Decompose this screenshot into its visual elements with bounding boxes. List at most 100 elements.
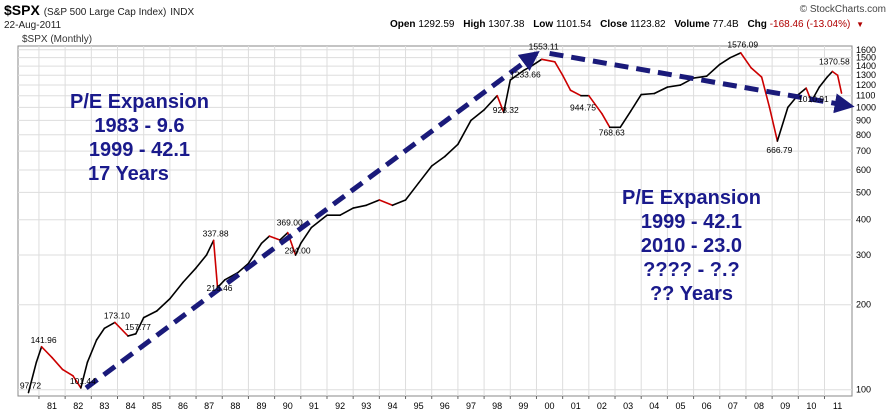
y-tick-label: 1600	[856, 45, 876, 55]
value-annotation: 768.63	[599, 128, 625, 138]
value-annotation: 216.46	[207, 283, 233, 293]
price-segment	[666, 84, 682, 88]
x-tick-label: 94	[387, 401, 397, 411]
chg-label: Chg	[747, 19, 767, 30]
ohlc-readout: Open 1292.59 High 1307.38 Low 1101.54 Cl…	[384, 19, 864, 30]
close-value: 1123.82	[630, 19, 666, 30]
price-segment	[268, 235, 281, 241]
price-segment	[818, 76, 828, 88]
price-segment	[417, 165, 433, 184]
value-annotation: 141.96	[31, 335, 57, 345]
annotation-line: P/E Expansion	[70, 91, 209, 113]
x-tick-label: 09	[780, 401, 790, 411]
x-tick-label: 98	[492, 401, 502, 411]
trend-arrow	[84, 51, 540, 390]
price-segment	[80, 361, 89, 389]
x-tick-label: 06	[702, 401, 712, 411]
series-label: $SPX (Monthly)	[22, 34, 93, 45]
y-tick-label: 500	[856, 187, 871, 197]
value-annotation: 1233.66	[510, 70, 541, 80]
x-tick-label: 08	[754, 401, 764, 411]
price-segment	[72, 375, 82, 389]
low-label: Low	[533, 19, 554, 30]
price-segment	[640, 92, 656, 96]
price-segment	[836, 74, 843, 94]
price-segment	[561, 74, 572, 92]
value-annotation: 1370.58	[819, 57, 850, 67]
price-segment	[619, 110, 632, 129]
price-segment	[378, 199, 394, 207]
price-segment	[95, 327, 106, 341]
price-segment	[182, 267, 197, 284]
price-segment	[540, 58, 556, 63]
price-segment	[457, 119, 472, 146]
x-tick-label: 01	[571, 401, 581, 411]
price-segment	[430, 155, 446, 167]
price-segment	[739, 52, 752, 69]
x-tick-label: 99	[518, 401, 528, 411]
brand-label: © StockCharts.com	[799, 4, 886, 15]
y-tick-label: 1500	[856, 53, 876, 63]
symbol: $SPX	[4, 2, 40, 18]
down-triangle-icon: ▼	[856, 20, 864, 29]
chart-title: $SPX (S&P 500 Large Cap Index) INDX	[4, 2, 194, 18]
x-tick-label: 81	[47, 401, 57, 411]
value-annotation: 294.00	[285, 245, 311, 255]
price-segment	[365, 199, 381, 207]
volume-value: 77.4B	[712, 19, 739, 30]
index-name: (S&P 500 Large Cap Index)	[43, 7, 167, 18]
x-tick-label: 83	[99, 401, 109, 411]
price-segment	[294, 242, 302, 256]
price-segment	[260, 235, 271, 245]
volume-label: Volume	[674, 19, 710, 30]
value-annotation: 337.88	[203, 228, 229, 238]
y-tick-label: 600	[856, 165, 871, 175]
x-tick-label: 88	[230, 401, 240, 411]
value-annotation: 369.00	[277, 218, 303, 228]
x-tick-label: 84	[126, 401, 136, 411]
value-annotation: 157.77	[125, 322, 151, 332]
price-segment	[391, 199, 407, 207]
y-tick-label: 1000	[856, 102, 876, 112]
price-segment	[569, 89, 582, 97]
value-annotation: 97.72	[20, 381, 42, 391]
value-annotation: 666.79	[766, 145, 792, 155]
y-tick-label: 1100	[856, 91, 875, 101]
price-segment	[760, 76, 771, 109]
price-segment	[601, 112, 611, 129]
price-segment	[352, 204, 368, 209]
y-tick-label: 800	[856, 130, 871, 140]
price-segment	[51, 356, 64, 371]
x-tick-label: 92	[335, 401, 345, 411]
price-segment	[470, 109, 485, 122]
price-segment	[768, 106, 779, 142]
high-label: High	[463, 19, 486, 30]
price-segment	[797, 87, 807, 96]
y-tick-label: 900	[856, 115, 871, 125]
x-tick-label: 07	[728, 401, 738, 411]
y-tick-label: 100	[856, 385, 871, 395]
y-tick-label: 1300	[856, 70, 876, 80]
price-segment	[310, 214, 328, 229]
price-segment	[444, 143, 459, 158]
price-segment	[103, 321, 116, 330]
price-segment	[169, 281, 184, 300]
x-tick-label: 85	[152, 401, 162, 411]
chart-date: 22-Aug-2011	[4, 20, 62, 31]
x-tick-label: 82	[73, 401, 83, 411]
annotation-line: 1999 - 42.1	[640, 211, 743, 233]
price-segment	[404, 182, 420, 201]
y-tick-label: 1400	[856, 61, 876, 71]
price-segment	[502, 79, 512, 114]
x-tick-label: 93	[361, 401, 371, 411]
price-segment	[750, 67, 763, 78]
x-tick-label: 10	[806, 401, 816, 411]
price-segment	[692, 75, 708, 79]
x-tick-label: 90	[283, 401, 293, 411]
price-segment	[61, 368, 74, 377]
y-tick-label: 400	[856, 215, 871, 225]
price-segment	[588, 94, 603, 115]
price-segment	[831, 70, 839, 77]
y-tick-label: 700	[856, 146, 871, 156]
annotation-line: 17 Years	[88, 163, 169, 185]
